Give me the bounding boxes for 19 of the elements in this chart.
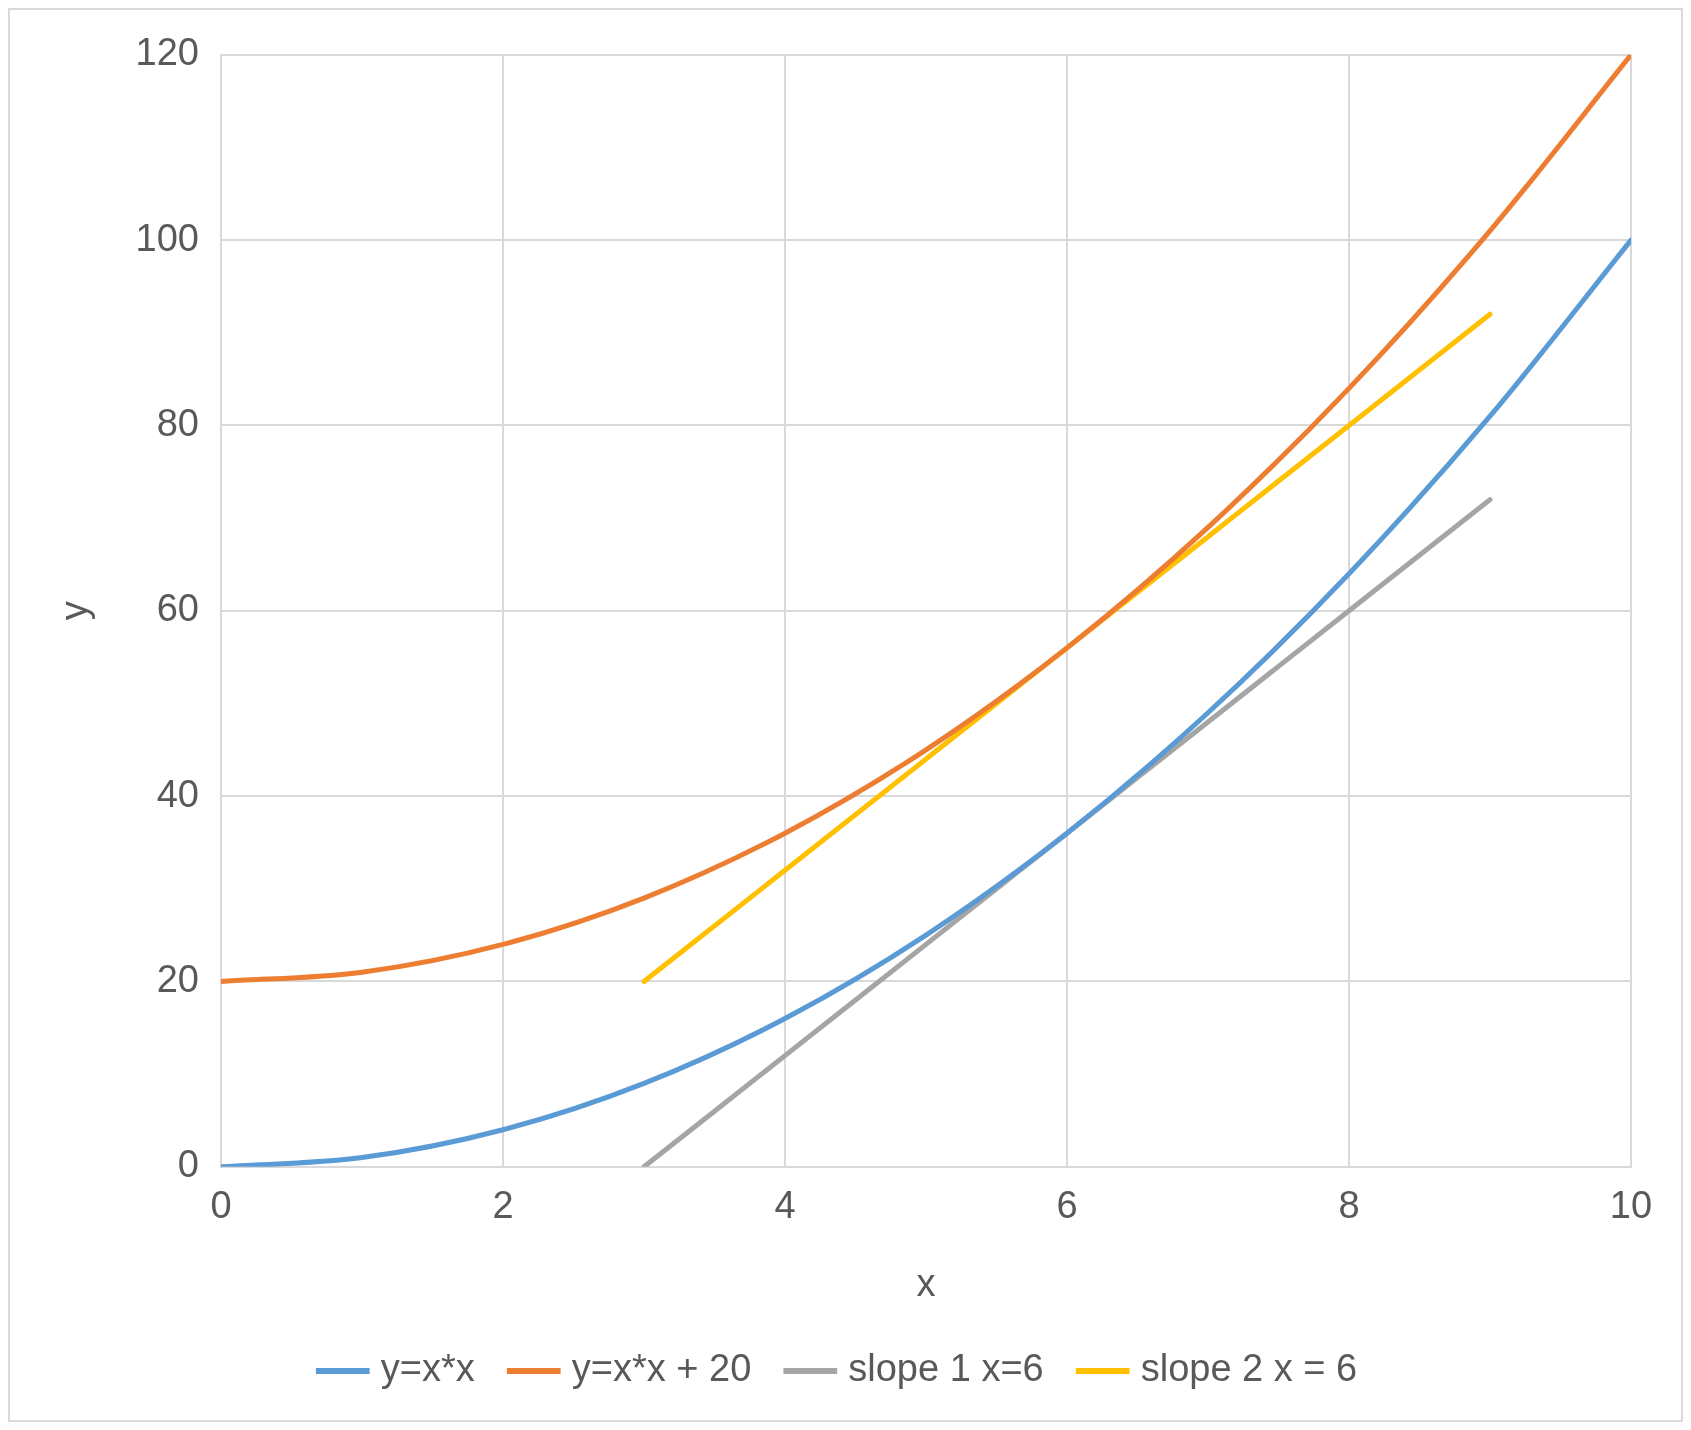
legend-label: slope 1 x=6: [848, 1347, 1044, 1390]
legend-label: y=x*x + 20: [571, 1347, 752, 1390]
legend-label: slope 2 x = 6: [1140, 1347, 1358, 1390]
legend-label: y=x*x: [380, 1347, 475, 1390]
x-tick-label: 10: [1609, 1184, 1653, 1227]
y-tick-label: 20: [156, 957, 199, 1000]
x-axis-title: x: [916, 1261, 936, 1304]
y-axis-title: y: [53, 601, 96, 621]
y-tick-label: 0: [177, 1143, 199, 1186]
y-tick-label: 60: [156, 587, 199, 630]
y-tick-label: 100: [135, 216, 199, 259]
x-tick-label: 8: [1338, 1184, 1360, 1227]
y-tick-label: 120: [135, 31, 199, 74]
x-tick-label: 6: [1056, 1184, 1078, 1227]
x-tick-label: 2: [492, 1184, 514, 1227]
x-tick-label: 0: [210, 1184, 232, 1227]
y-tick-label: 40: [156, 772, 199, 815]
x-tick-label: 4: [774, 1184, 796, 1227]
y-tick-label: 80: [156, 401, 199, 444]
